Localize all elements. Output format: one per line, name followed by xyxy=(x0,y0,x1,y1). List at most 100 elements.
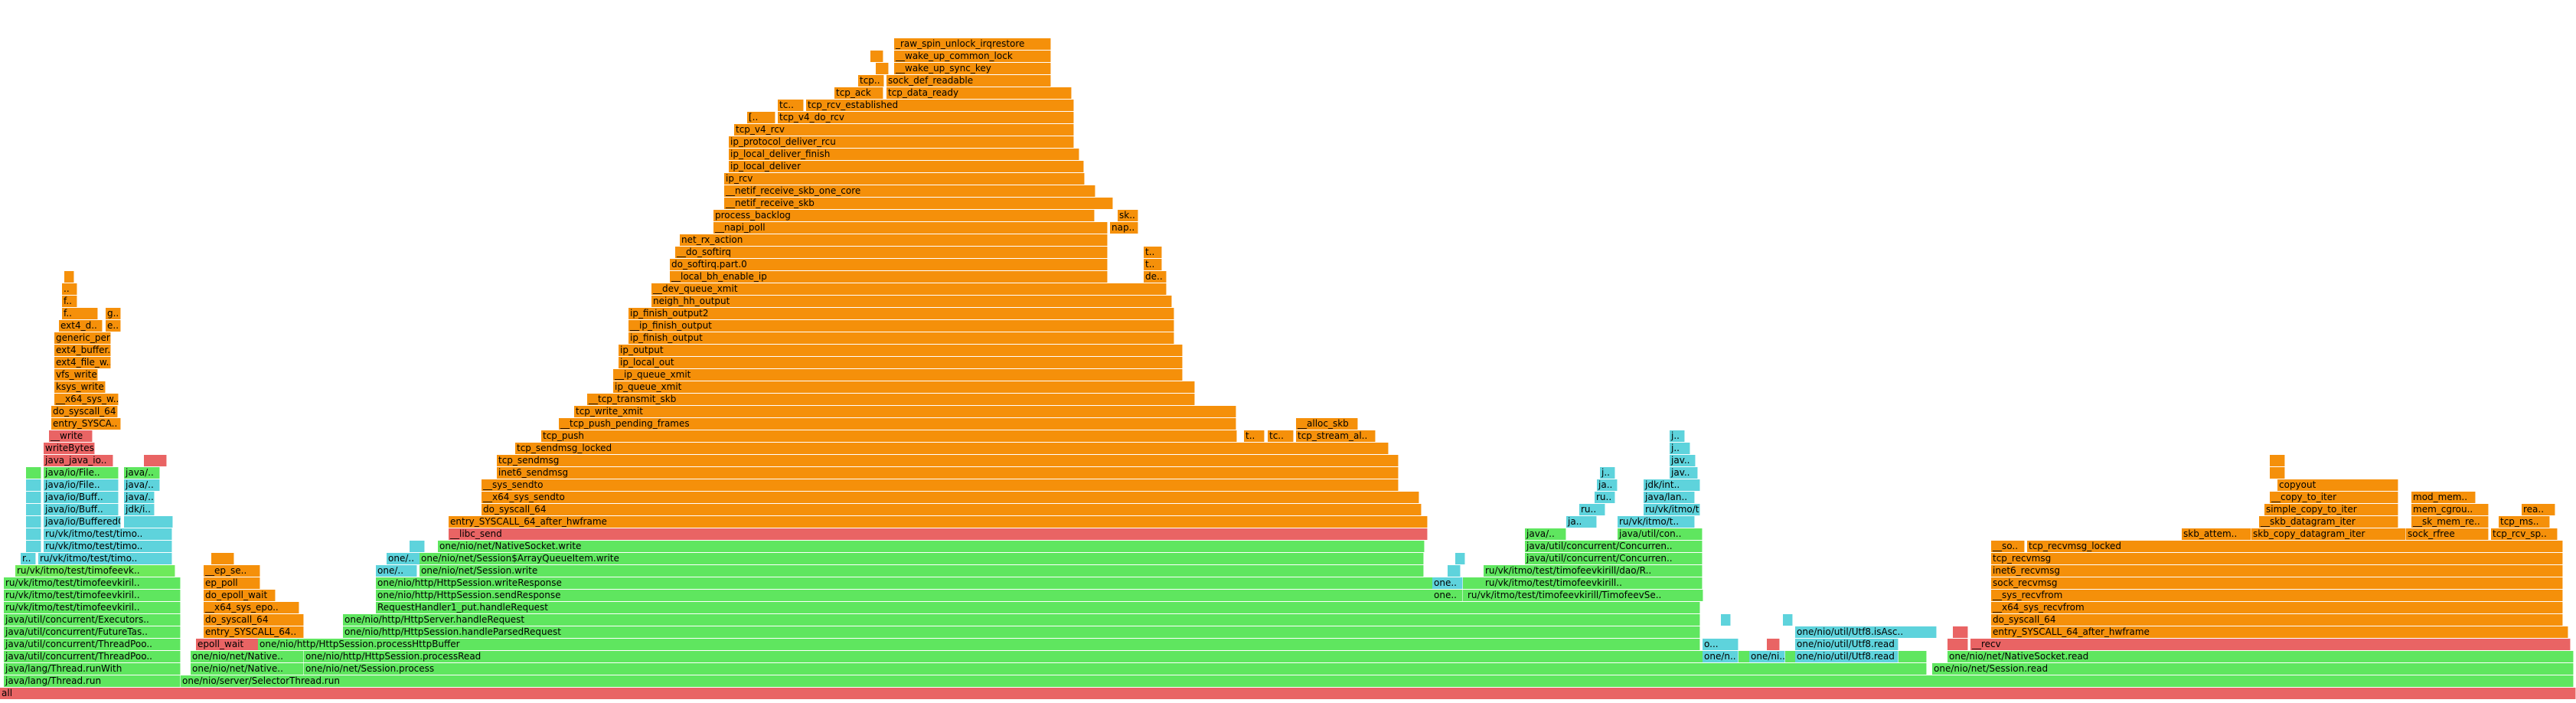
flame-frame[interactable]: java/util/concurrent/Executors.. xyxy=(4,614,181,626)
flame-frame[interactable] xyxy=(211,553,234,564)
flame-frame[interactable] xyxy=(124,516,173,528)
flame-frame[interactable]: tcp_push xyxy=(541,430,1237,442)
flame-frame[interactable]: ru/vk/itmo/test/timofeevkirill/dao/R.. xyxy=(1484,565,1703,577)
flame-frame[interactable]: tcp_recvmsg xyxy=(1991,553,2563,564)
flame-frame[interactable]: entry_SYSCALL_64_after_hwframe xyxy=(1991,626,2568,638)
flame-frame[interactable]: java/lan.. xyxy=(1644,492,1695,503)
flame-frame[interactable]: one/nio/net/Session.process xyxy=(304,663,1927,675)
flame-frame[interactable]: ext4_buffer.. xyxy=(54,345,111,356)
flame-frame[interactable]: _raw_spin_unlock_irqrestore xyxy=(894,38,1051,50)
flame-frame[interactable]: one/nio/http/HttpSession.writeResponse xyxy=(376,577,1690,589)
flame-frame[interactable]: ru.. xyxy=(1595,492,1615,503)
flame-frame[interactable] xyxy=(26,467,41,479)
flame-frame[interactable] xyxy=(26,479,41,491)
flame-frame[interactable]: __wake_up_common_lock xyxy=(894,51,1051,62)
flame-frame[interactable]: java/.. xyxy=(124,479,160,491)
flame-frame[interactable]: __ip_queue_xmit xyxy=(613,369,1183,381)
flame-frame[interactable]: ip_local_deliver xyxy=(729,161,1084,172)
flame-frame[interactable]: ru/vk/itmo/test/timofeevkirill.. xyxy=(1484,577,1703,589)
flame-frame[interactable]: sock_recvmsg xyxy=(1991,577,2563,589)
flame-frame[interactable]: j.. xyxy=(1670,430,1685,442)
flame-frame[interactable]: java/lang/Thread.run xyxy=(4,675,181,687)
flame-frame[interactable]: entry_SYSCALL_64.. xyxy=(204,626,304,638)
flame-frame[interactable]: one/ni.. xyxy=(1749,651,1785,662)
flame-frame[interactable]: [.. xyxy=(747,112,775,123)
flame-frame[interactable]: tc.. xyxy=(1268,430,1294,442)
flame-frame[interactable]: do_syscall_64 xyxy=(1991,614,2563,626)
flame-frame[interactable]: do_softirq.part.0 xyxy=(670,259,1108,270)
flame-frame[interactable]: __x64_sys_sendto xyxy=(482,492,1419,503)
flame-frame[interactable]: jdk/int.. xyxy=(1644,479,1700,491)
flame-frame[interactable]: one/.. xyxy=(387,553,423,564)
flame-frame[interactable] xyxy=(410,541,425,552)
flame-frame[interactable]: one/nio/net/NativeSocket.write xyxy=(438,541,1425,552)
flame-frame[interactable]: tcp_v4_rcv xyxy=(734,124,1074,136)
flame-frame[interactable]: __sys_recvfrom xyxy=(1991,590,2563,601)
flame-frame[interactable] xyxy=(1767,639,1780,650)
flame-frame[interactable]: java/io/Buff.. xyxy=(44,504,119,515)
flame-frame[interactable]: ru/vk/itmo/test/timo.. xyxy=(44,541,172,552)
flame-frame[interactable]: java/io/Buff.. xyxy=(44,492,119,503)
flame-frame[interactable]: o... xyxy=(1703,639,1739,650)
flame-frame[interactable]: ja.. xyxy=(1566,516,1597,528)
flame-frame[interactable]: one/nio/util/Utf8.read xyxy=(1795,651,1899,662)
flame-frame[interactable]: neigh_hh_output xyxy=(651,296,1172,307)
flame-frame[interactable]: tc.. xyxy=(778,100,804,111)
flame-frame[interactable]: one/nio/util/Utf8.isAsc.. xyxy=(1795,626,1937,638)
flame-frame[interactable]: one/nio/server/SelectorThread.run xyxy=(181,675,2574,687)
flame-frame[interactable] xyxy=(26,541,41,552)
flame-frame[interactable]: tcp.. xyxy=(858,75,884,87)
flame-frame[interactable] xyxy=(26,492,41,503)
flame-frame[interactable]: tcp_sendmsg xyxy=(497,455,1399,466)
flame-frame[interactable]: __local_bh_enable_ip xyxy=(670,271,1108,283)
flame-frame[interactable]: rea.. xyxy=(2522,504,2555,515)
flame-frame[interactable] xyxy=(26,516,41,528)
flame-frame[interactable]: RequestHandler1_put.handleRequest xyxy=(376,602,1700,613)
flame-frame[interactable] xyxy=(1095,198,1113,209)
flame-frame[interactable]: ru/vk/itmo/t.. xyxy=(1618,516,1695,528)
flame-frame[interactable]: f.. xyxy=(62,308,98,319)
flame-frame[interactable]: __tcp_transmit_skb xyxy=(587,394,1195,405)
flame-frame[interactable]: ip_rcv xyxy=(724,173,1085,185)
flame-frame[interactable]: one/nio/net/Session.read xyxy=(1932,663,2574,675)
flame-frame[interactable] xyxy=(1455,553,1465,564)
flame-frame[interactable]: one/nio/net/Session.write xyxy=(420,565,1424,577)
flame-frame[interactable]: jav.. xyxy=(1670,467,1698,479)
flame-frame[interactable]: e.. xyxy=(106,320,121,332)
flame-frame[interactable]: java/lang/Thread.runWith xyxy=(4,663,181,675)
flame-frame[interactable] xyxy=(1948,639,1968,650)
flame-frame[interactable]: one/nio/net/NativeSocket.read xyxy=(1948,651,2574,662)
flame-frame[interactable]: one/nio/net/Native.. xyxy=(191,663,304,675)
flame-frame[interactable]: mem_cgrou.. xyxy=(2411,504,2489,515)
flame-frame[interactable] xyxy=(26,504,41,515)
flame-frame[interactable]: __wake_up_sync_key xyxy=(894,63,1051,74)
flame-frame[interactable]: writeBytes xyxy=(44,443,95,454)
flame-frame[interactable]: ip_finish_output xyxy=(628,332,1174,344)
flame-frame[interactable] xyxy=(26,528,41,540)
flame-frame[interactable]: tcp_ack xyxy=(834,87,883,99)
flame-frame[interactable]: __x64_sys_recvfrom xyxy=(1991,602,2563,613)
flame-frame[interactable] xyxy=(876,63,889,74)
flame-frame[interactable]: t.. xyxy=(1144,259,1162,270)
flame-frame[interactable]: java/io/BufferedOutp.. xyxy=(44,516,121,528)
flame-frame[interactable]: skb_copy_datagram_iter xyxy=(2251,528,2406,540)
flame-frame[interactable]: one/nio/http/HttpSession.sendResponse xyxy=(376,590,1690,601)
flame-frame[interactable]: __napi_poll xyxy=(713,222,1108,234)
flame-frame[interactable]: java/io/File.. xyxy=(44,479,119,491)
flame-frame[interactable]: tcp_data_ready xyxy=(886,87,1072,99)
flame-frame[interactable]: __do_softirq xyxy=(675,247,1108,258)
flame-frame[interactable]: simple_copy_to_iter xyxy=(2264,504,2398,515)
flame-frame[interactable] xyxy=(1448,565,1461,577)
flame-frame[interactable]: do_epoll_wait xyxy=(204,590,276,601)
flame-frame[interactable]: one.. xyxy=(1432,590,1463,601)
flame-frame[interactable]: ru/vk/itmo/test/timofeevkiril.. xyxy=(4,577,181,589)
flame-frame[interactable]: tcp_stream_al.. xyxy=(1296,430,1376,442)
flame-frame[interactable]: t.. xyxy=(1244,430,1265,442)
flame-frame[interactable]: do_syscall_64 xyxy=(204,614,304,626)
flame-frame[interactable]: __alloc_skb xyxy=(1296,418,1358,430)
flame-frame[interactable] xyxy=(1783,614,1793,626)
flame-frame[interactable]: java/util/concurrent/ThreadPoo.. xyxy=(4,651,181,662)
flame-frame[interactable]: tcp_recvmsg_locked xyxy=(2027,541,2563,552)
flame-frame[interactable]: ip_finish_output2 xyxy=(628,308,1174,319)
flame-frame[interactable]: java/.. xyxy=(1525,528,1566,540)
